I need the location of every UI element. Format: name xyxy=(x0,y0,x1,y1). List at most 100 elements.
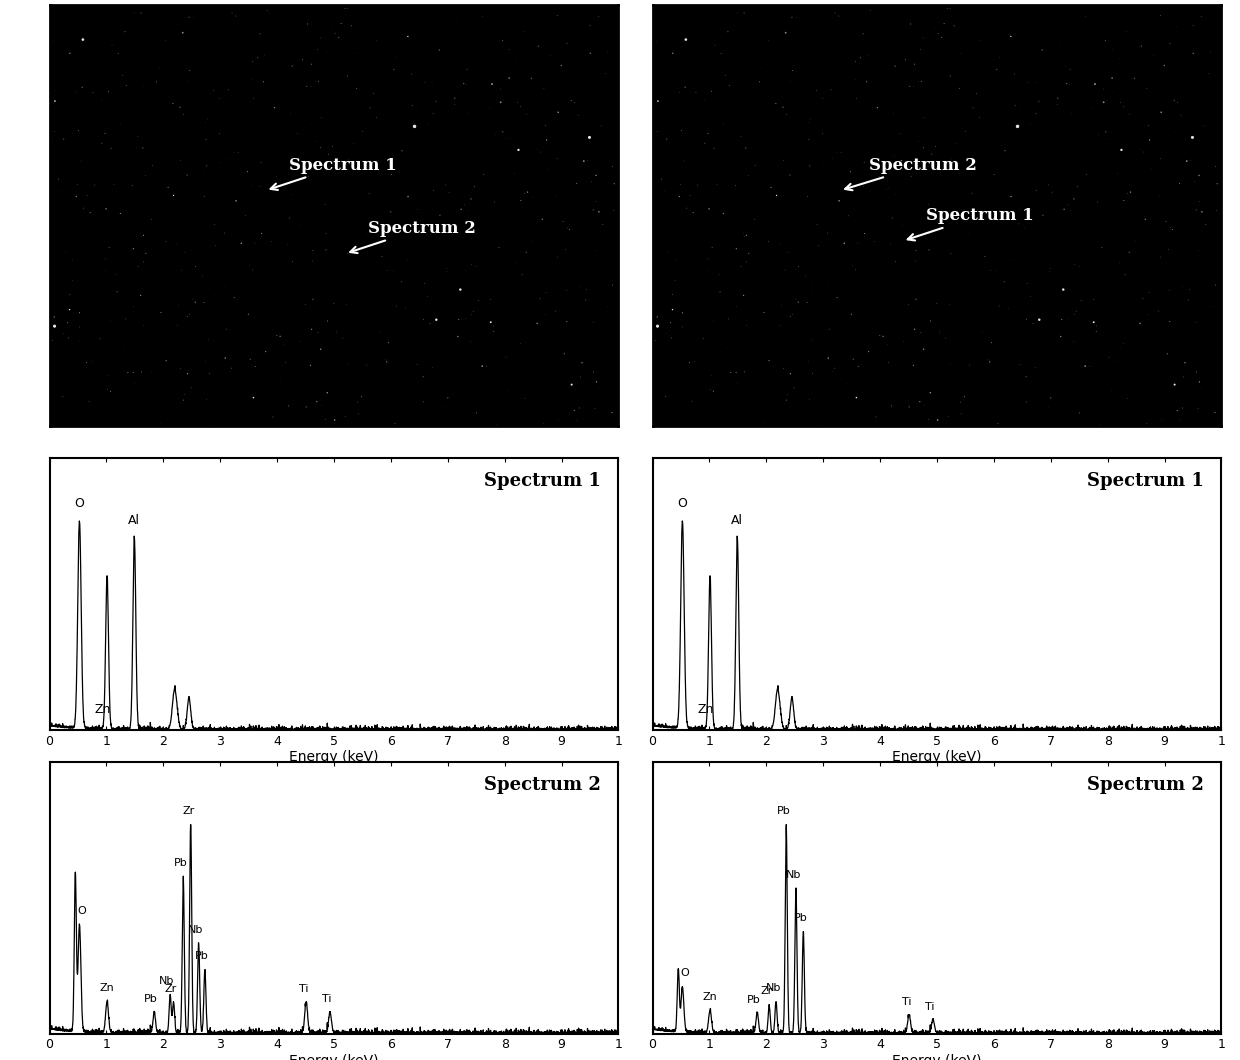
Point xyxy=(301,78,321,95)
Point xyxy=(1066,303,1086,320)
Point xyxy=(441,24,461,41)
Point xyxy=(812,125,832,142)
Point xyxy=(100,383,120,400)
Point xyxy=(941,234,961,251)
X-axis label: Energy (keV): Energy (keV) xyxy=(289,750,378,764)
Point xyxy=(564,18,584,35)
Point xyxy=(1110,254,1130,271)
Point xyxy=(337,356,357,373)
Point xyxy=(589,7,609,24)
Point xyxy=(547,6,567,23)
Point xyxy=(673,124,693,141)
Point xyxy=(58,315,78,332)
Point xyxy=(904,56,924,73)
Point xyxy=(910,393,930,410)
Point xyxy=(60,45,79,61)
Point xyxy=(413,127,433,144)
Text: Ti: Ti xyxy=(299,985,308,994)
Point xyxy=(955,388,975,405)
Point xyxy=(171,359,191,376)
Point xyxy=(1075,357,1095,374)
Text: Spectrum 2: Spectrum 2 xyxy=(846,157,977,190)
Point xyxy=(253,86,273,103)
Point xyxy=(947,135,967,152)
Point xyxy=(300,350,320,367)
Point xyxy=(904,78,924,95)
Point xyxy=(1102,83,1122,100)
Point xyxy=(536,284,556,301)
Point xyxy=(366,253,386,270)
Point xyxy=(67,188,87,205)
Point xyxy=(177,166,197,183)
Point xyxy=(591,0,611,15)
Point xyxy=(1075,7,1095,24)
Point xyxy=(853,25,873,42)
Point xyxy=(156,233,176,250)
Point xyxy=(831,144,851,161)
Point xyxy=(900,120,920,137)
Point xyxy=(727,364,746,381)
Point xyxy=(728,4,748,21)
Point xyxy=(823,364,843,381)
Point xyxy=(57,125,77,142)
Point xyxy=(868,100,888,117)
Point xyxy=(802,272,822,289)
Point xyxy=(1008,118,1028,135)
Point xyxy=(321,19,341,36)
Point xyxy=(665,366,684,383)
Point xyxy=(43,33,63,50)
Point xyxy=(1115,266,1135,283)
Point xyxy=(898,153,918,170)
Point xyxy=(568,107,588,124)
Point xyxy=(407,356,427,373)
Point xyxy=(325,411,345,428)
Point xyxy=(281,147,301,164)
Point xyxy=(496,349,516,366)
Point xyxy=(1183,17,1203,34)
Point xyxy=(910,41,930,58)
Point xyxy=(541,47,560,64)
Point xyxy=(436,399,456,416)
Point xyxy=(863,4,883,21)
Point xyxy=(986,264,1006,281)
Point xyxy=(1001,252,1021,269)
Point xyxy=(573,107,593,124)
Point xyxy=(843,391,863,408)
Point xyxy=(1133,143,1153,160)
Point xyxy=(57,326,77,343)
Point xyxy=(777,386,797,403)
Point xyxy=(466,258,486,275)
Point xyxy=(967,287,987,304)
Point xyxy=(665,317,684,334)
Point xyxy=(1169,390,1189,407)
Point xyxy=(114,387,134,404)
Point xyxy=(461,306,481,323)
Point xyxy=(511,335,531,352)
Point xyxy=(402,66,422,83)
Point xyxy=(348,45,368,61)
Point xyxy=(820,321,839,338)
Point xyxy=(848,358,868,375)
Point xyxy=(603,404,622,421)
Point xyxy=(485,194,505,211)
Point xyxy=(339,152,358,169)
Point xyxy=(1138,306,1158,323)
Point xyxy=(1087,194,1107,211)
Point xyxy=(182,290,202,307)
Point xyxy=(1070,319,1090,336)
Point xyxy=(987,60,1007,77)
Point xyxy=(963,100,983,117)
Point xyxy=(914,340,934,357)
Point xyxy=(797,163,817,180)
Point xyxy=(210,90,229,107)
Point xyxy=(584,364,604,381)
Point xyxy=(450,281,470,298)
Point xyxy=(449,224,469,241)
Point xyxy=(817,225,837,242)
Point xyxy=(795,268,815,285)
Point xyxy=(1121,183,1141,200)
Point xyxy=(939,156,959,173)
Point xyxy=(404,118,424,135)
Point xyxy=(386,1,405,18)
Point xyxy=(1017,74,1037,91)
